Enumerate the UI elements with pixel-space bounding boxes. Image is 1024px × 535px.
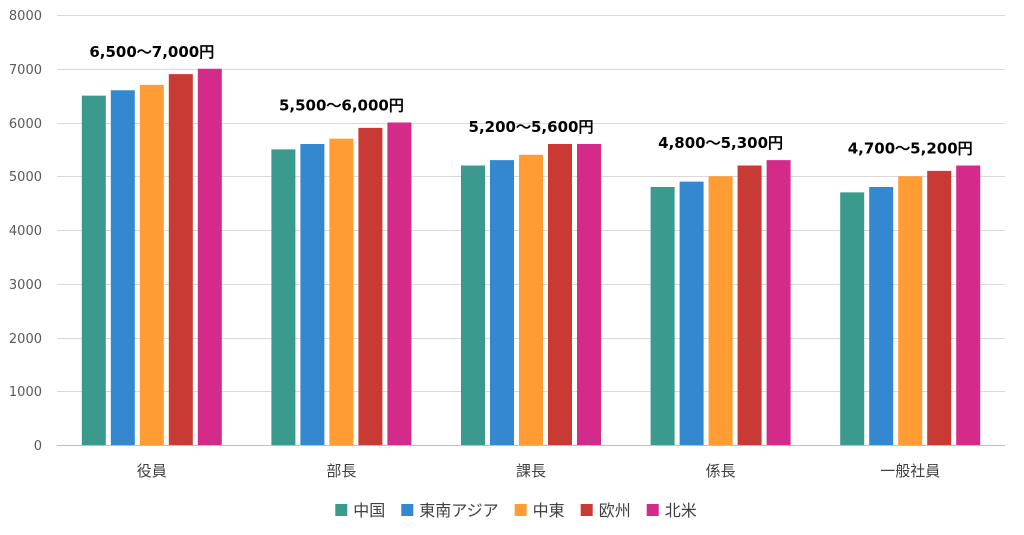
y-tick-label: 2000	[9, 332, 42, 347]
bar-2-0	[461, 165, 485, 445]
legend-label: 北米	[665, 501, 697, 520]
bar-4-3	[927, 170, 952, 445]
bar-0-4	[197, 68, 222, 445]
y-tick-label: 6000	[9, 117, 42, 132]
legend-swatch-1	[401, 504, 414, 516]
bar-3-3	[737, 165, 762, 445]
bar-3-4	[766, 160, 791, 445]
category-label: 課長	[516, 462, 546, 480]
legend-swatch-3	[580, 504, 593, 516]
bar-4-1	[869, 187, 894, 445]
y-tick-label: 4000	[9, 224, 42, 239]
legend-swatch-2	[514, 504, 527, 516]
bar-2-3	[548, 144, 572, 445]
bar-3-1	[679, 181, 704, 445]
y-tick-label: 0	[34, 439, 42, 454]
legend-label: 東南アジア	[419, 501, 498, 520]
bar-0-1	[110, 90, 135, 445]
legend-swatch-4	[646, 504, 659, 516]
legend-label: 中国	[353, 501, 385, 520]
bar-0-0	[81, 95, 106, 445]
bars	[81, 68, 981, 445]
bar-0-3	[168, 74, 193, 445]
bar-4-4	[956, 165, 981, 445]
legend-label: 中東	[533, 501, 565, 520]
bar-4-2	[898, 176, 923, 445]
category-label: 役員	[137, 462, 167, 480]
y-tick-label: 5000	[9, 170, 42, 185]
range-label: 4,700～5,200円	[848, 140, 973, 158]
range-label: 5,500～6,000円	[279, 97, 404, 115]
bar-2-1	[490, 160, 514, 445]
bar-1-4	[387, 122, 412, 445]
bar-3-0	[650, 187, 675, 445]
category-label: 一般社員	[880, 462, 940, 480]
range-labels: 6,500～7,000円 5,500～6,000円 5,200～5,600円 4,80…	[89, 43, 972, 158]
bar-4-0	[840, 192, 865, 445]
bar-1-1	[300, 144, 325, 445]
range-label: 6,500～7,000円	[89, 43, 214, 61]
bar-2-2	[519, 154, 543, 445]
y-axis-ticks: 0 1000 2000 3000 4000 5000 6000 7000 8000	[9, 9, 42, 454]
bar-1-3	[358, 127, 383, 445]
category-label: 係長	[706, 462, 736, 480]
range-label: 4,800～5,300円	[658, 134, 783, 152]
bar-0-2	[139, 84, 164, 445]
range-label: 5,200～5,600円	[469, 118, 594, 136]
bar-3-2	[708, 176, 733, 445]
bar-1-0	[271, 149, 296, 445]
legend-label: 欧州	[599, 501, 631, 520]
y-tick-label: 7000	[9, 63, 42, 78]
y-tick-label: 8000	[9, 9, 42, 24]
legend-swatch-0	[335, 504, 348, 516]
bar-1-2	[329, 138, 354, 445]
category-label: 部長	[326, 462, 356, 480]
y-tick-label: 1000	[9, 385, 42, 400]
x-axis-categories: 役員 部長 課長 係長 一般社員	[137, 462, 940, 480]
legend: 中国 東南アジア 中東 欧州 北米	[335, 501, 697, 520]
y-tick-label: 3000	[9, 278, 42, 293]
bar-2-4	[577, 144, 601, 445]
